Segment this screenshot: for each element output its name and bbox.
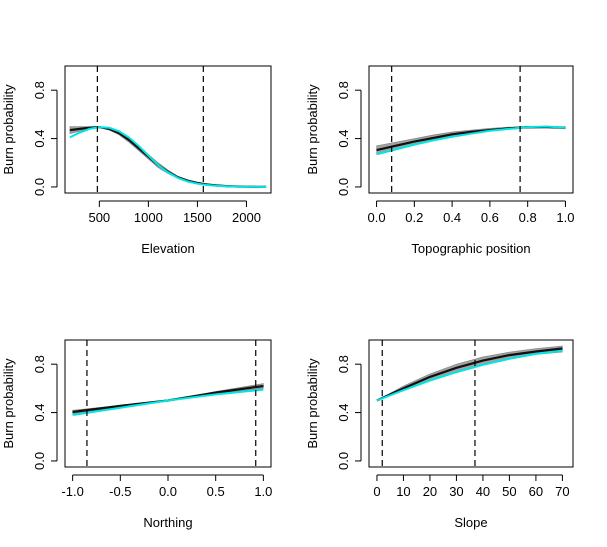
fitted-line (69, 126, 267, 188)
x-tick-label: 1000 (134, 210, 163, 225)
y-tick-label: 0.8 (32, 81, 47, 99)
panel-2: 0.0 0.2 0.4 0.6 0.8 1.0 0.0 0.4 0.8 Topographic p… (305, 65, 574, 256)
y-tick-label: 0.0 (336, 452, 351, 470)
x-tick-label: 0 (373, 484, 380, 499)
x-tick-label: 1500 (183, 210, 212, 225)
y-tick-label: 0.8 (336, 355, 351, 373)
x-tick-label: 0.8 (519, 210, 537, 225)
panel-1: 500 1000 1500 2000 0.0 0.4 0.8 Elevation Burn pr… (1, 65, 272, 256)
x-tick-label: 0.6 (481, 210, 499, 225)
y-tick-label: 0.8 (336, 81, 351, 99)
x-tick-label: 0.0 (368, 210, 386, 225)
ensemble-mean-line (69, 125, 267, 188)
x-tick-label: 10 (396, 484, 410, 499)
x-axis-title: Elevation (141, 241, 194, 256)
y-axis-title: Burn probability (1, 358, 16, 449)
plot-frame (64, 339, 272, 468)
panel-3: -1.0 -0.5 0.0 0.5 1.0 0.0 0.4 0.8 Northing Burn p… (1, 339, 272, 530)
y-axis-title: Burn probability (1, 84, 16, 175)
y-tick-label: 0.4 (32, 404, 47, 422)
data-marks (72, 383, 264, 416)
ensemble-mean-line (376, 347, 563, 402)
y-axis-title: Burn probability (305, 358, 320, 449)
x-tick-label: 30 (449, 484, 463, 499)
y-tick-label: 0.0 (336, 178, 351, 196)
x-tick-label: 500 (88, 210, 110, 225)
y-tick-label: 0.4 (32, 130, 47, 148)
y-tick-label: 0.0 (32, 178, 47, 196)
x-tick-label: -1.0 (61, 484, 83, 499)
x-tick-label: 0.2 (405, 210, 423, 225)
y-axis-title: Burn probability (305, 84, 320, 175)
ensemble-mean-line (72, 384, 264, 414)
data-marks (376, 345, 563, 402)
fitted-line (376, 349, 563, 402)
x-axis-title: Slope (454, 515, 487, 530)
data-marks (376, 125, 566, 156)
y-tick-label: 0.0 (32, 452, 47, 470)
x-tick-label: 50 (502, 484, 516, 499)
fitted-line (72, 388, 264, 416)
y-tick-label: 0.8 (32, 355, 47, 373)
ensemble-band (376, 126, 566, 155)
plot-frame (368, 339, 574, 468)
plot-frame (64, 65, 272, 194)
x-tick-label: 0.5 (207, 484, 225, 499)
fitted-line (376, 125, 566, 156)
x-axis-title: Topographic position (411, 241, 530, 256)
x-tick-label: -0.5 (109, 484, 131, 499)
x-tick-label: 60 (529, 484, 543, 499)
x-tick-label: 70 (555, 484, 569, 499)
ensemble-band (69, 126, 267, 188)
y-tick-label: 0.4 (336, 130, 351, 148)
plot-frame (368, 65, 574, 194)
y-tick-label: 0.4 (336, 404, 351, 422)
x-axis-title: Northing (143, 515, 192, 530)
x-tick-label: 0.4 (443, 210, 461, 225)
data-marks (69, 125, 267, 188)
x-tick-label: 2000 (232, 210, 261, 225)
x-tick-label: 1.0 (254, 484, 272, 499)
panel-4: 0 10 20 30 40 50 60 70 0.0 0.4 0.8 Slope Burn probab… (305, 339, 574, 530)
x-tick-label: 0.0 (159, 484, 177, 499)
x-tick-label: 1.0 (556, 210, 574, 225)
x-tick-label: 20 (423, 484, 437, 499)
x-tick-label: 40 (476, 484, 490, 499)
